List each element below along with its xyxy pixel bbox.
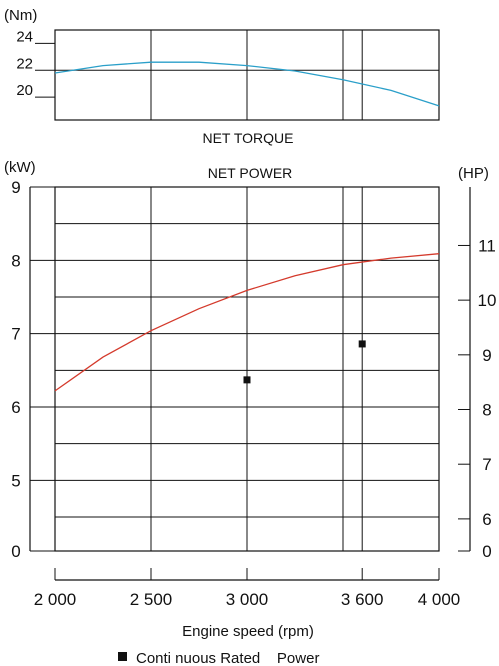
power-left-tick-label: 8 [11,251,20,270]
torque-grid [55,30,439,120]
x-axis-tick-label: 2 000 [34,590,77,609]
power-left-tick-label: 0 [11,542,20,561]
power-curve [54,253,440,392]
torque-y-tick-label: 24 [16,28,33,45]
legend-label: Conti nuous Rated Power [136,650,319,666]
torque-y-tick-label: 22 [16,55,33,72]
torque-curve [54,61,440,107]
power-right-tick-label: 11 [478,236,496,255]
x-axis-tick-label: 2 500 [130,590,173,609]
power-grid [55,187,439,551]
power-left-unit-label: (kW) [4,159,36,176]
x-axis: 2 000 2 500 3 000 3 600 4 000 [34,568,461,609]
power-left-tick-label: 5 [11,471,20,490]
continuous-rated-power-point [243,376,251,384]
torque-title: NET TORQUE [202,130,293,146]
power-left-tick-label: 6 [11,398,20,417]
x-axis-tick-label: 3 600 [341,590,384,609]
torque-panel: (Nm) 20 22 24 NET TORQUE [4,7,440,146]
power-right-tick-label: 8 [482,401,491,420]
power-right-tick-label: 0 [482,542,491,561]
power-left-tick-label: 9 [11,178,20,197]
power-left-tick-label: 7 [11,325,20,344]
torque-y-ticks: 20 22 24 [16,28,55,99]
legend: Conti nuous Rated Power [118,650,319,666]
power-right-tick-label: 9 [482,346,491,365]
power-right-tick-label: 10 [478,291,497,310]
power-right-axis: 0 6 7 8 9 10 11 [458,187,496,561]
power-title: NET POWER [208,165,293,181]
continuous-rated-power-points [243,340,366,384]
continuous-rated-power-point [358,340,366,348]
legend-marker [118,652,127,661]
x-axis-tick-label: 4 000 [418,590,461,609]
power-right-unit-label: (HP) [458,165,489,182]
power-right-tick-label: 7 [482,455,491,474]
power-left-axis: 0 5 6 7 8 9 [11,178,55,561]
power-panel: (kW) NET POWER (HP) 0 5 6 7 8 9 0 6 7 8 9 10 11 2 0… [4,159,496,640]
x-axis-label: Engine speed (rpm) [182,623,314,640]
torque-y-tick-label: 20 [16,82,33,99]
torque-unit-label: (Nm) [4,7,37,24]
x-axis-tick-label: 3 000 [226,590,269,609]
power-right-tick-label: 6 [482,510,491,529]
